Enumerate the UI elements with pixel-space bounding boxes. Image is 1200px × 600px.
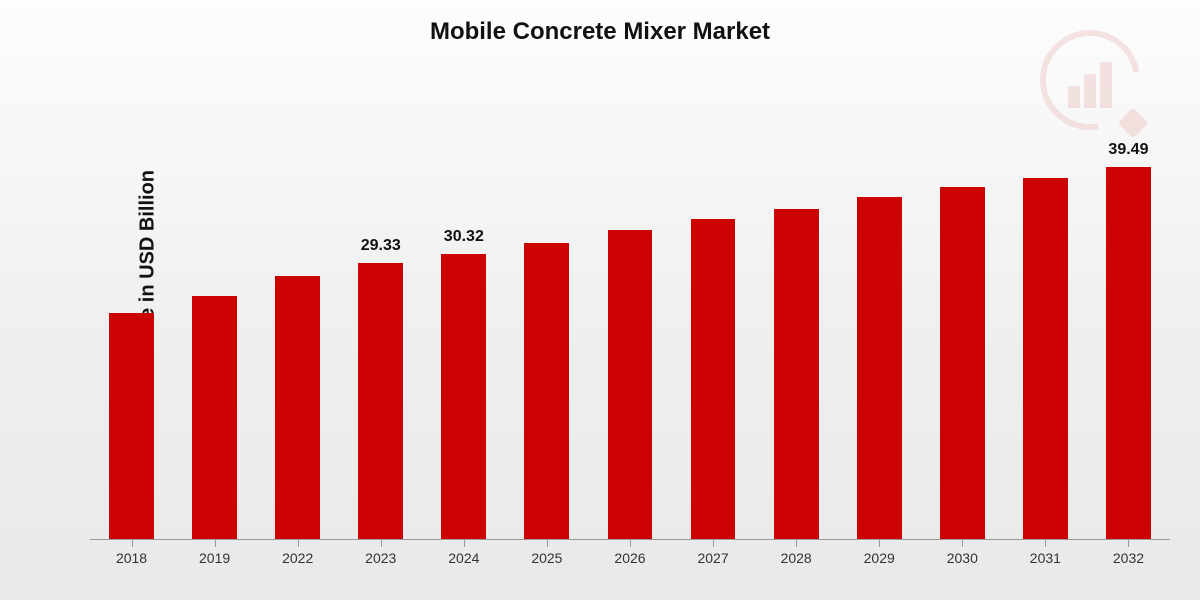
bar-value-label: 30.32 xyxy=(422,228,505,246)
x-axis-category-label: 2028 xyxy=(755,550,838,566)
x-tick xyxy=(464,540,465,547)
x-tick xyxy=(298,540,299,547)
bar-slot: 29.33 xyxy=(339,115,422,540)
x-axis-ticks xyxy=(90,540,1170,548)
bar xyxy=(774,209,819,541)
x-axis-category-label: 2026 xyxy=(588,550,671,566)
bars-container: 29.3330.32 39.49 xyxy=(90,115,1170,540)
x-tick xyxy=(381,540,382,547)
bar xyxy=(857,197,902,540)
bar xyxy=(1106,167,1151,540)
x-tick xyxy=(630,540,631,547)
plot-area: 29.3330.32 39.49 xyxy=(90,115,1170,540)
bar xyxy=(608,230,653,540)
x-axis-category-label: 2029 xyxy=(838,550,921,566)
x-tick xyxy=(796,540,797,547)
bar-slot xyxy=(256,115,339,540)
bar xyxy=(192,296,237,540)
x-axis-category-label: 2032 xyxy=(1087,550,1170,566)
bar-slot xyxy=(672,115,755,540)
x-tick xyxy=(1045,540,1046,547)
x-axis-category-label: 2022 xyxy=(256,550,339,566)
bar-slot xyxy=(90,115,173,540)
bar-slot: 39.49 xyxy=(1087,115,1170,540)
bar xyxy=(524,243,569,541)
chart-canvas: { "chart": { "type": "bar", "title": "Mo… xyxy=(0,0,1200,600)
bar-slot xyxy=(755,115,838,540)
x-tick xyxy=(132,540,133,547)
x-axis-category-label: 2024 xyxy=(422,550,505,566)
bar xyxy=(940,187,985,540)
bar xyxy=(275,276,320,540)
bar-slot: 30.32 xyxy=(422,115,505,540)
x-axis-category-label: 2019 xyxy=(173,550,256,566)
x-tick xyxy=(962,540,963,547)
bar-slot xyxy=(838,115,921,540)
chart-title: Mobile Concrete Mixer Market xyxy=(0,18,1200,46)
x-axis-category-label: 2030 xyxy=(921,550,1004,566)
bar-slot xyxy=(588,115,671,540)
bar-value-label: 29.33 xyxy=(339,237,422,255)
bar-slot xyxy=(1004,115,1087,540)
x-axis-category-label: 2025 xyxy=(505,550,588,566)
bar-slot xyxy=(173,115,256,540)
x-tick xyxy=(547,540,548,547)
bar xyxy=(691,219,736,540)
bar-slot xyxy=(505,115,588,540)
x-axis-category-label: 2018 xyxy=(90,550,173,566)
x-axis-category-label: 2031 xyxy=(1004,550,1087,566)
bar-slot xyxy=(921,115,1004,540)
x-tick xyxy=(713,540,714,547)
bar-value-label: 39.49 xyxy=(1087,141,1170,159)
x-tick xyxy=(215,540,216,547)
bar xyxy=(109,313,154,540)
x-axis-category-label: 2027 xyxy=(672,550,755,566)
bar xyxy=(1023,178,1068,540)
x-tick xyxy=(879,540,880,547)
x-axis-labels: 2018201920222023202420252026202720282029… xyxy=(90,550,1170,574)
x-tick xyxy=(1128,540,1129,547)
bar xyxy=(441,254,486,540)
x-axis-category-label: 2023 xyxy=(339,550,422,566)
bar xyxy=(358,263,403,540)
